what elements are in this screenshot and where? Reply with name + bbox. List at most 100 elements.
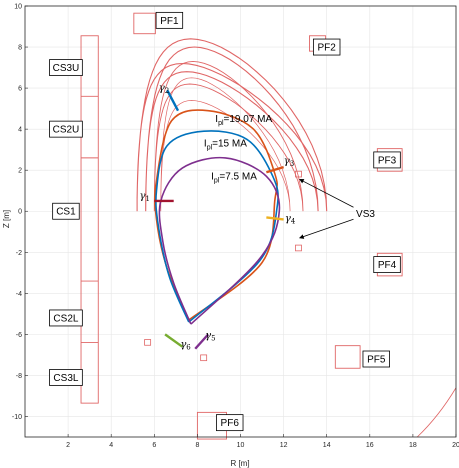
y-tick-label: -8: [16, 373, 22, 380]
x-tick-label: 4: [109, 442, 113, 449]
coil-label-box: [49, 309, 83, 327]
gamma-segment: [266, 165, 284, 174]
gamma-label: γ4: [285, 214, 296, 226]
gamma-label: γ5: [205, 330, 215, 342]
coil-pf3: PF3: [373, 148, 403, 172]
coil-label: PF3: [378, 155, 397, 166]
gamma-symbol: γ: [284, 156, 290, 167]
outer-rim: [416, 387, 457, 438]
gamma-index: 4: [291, 218, 296, 226]
vs3-arrow-lower: [299, 218, 354, 239]
y-tick-label: -2: [16, 250, 22, 257]
small-coil-square: [295, 244, 302, 252]
x-axis-label: R [m]: [230, 459, 249, 468]
coil-label-box: [373, 151, 401, 169]
small-coil-square: [200, 354, 208, 362]
equilibrium-3: Ipl=7.5 MA: [158, 156, 281, 325]
x-tick-label: 14: [323, 442, 331, 449]
y-tick-label: -4: [16, 291, 22, 298]
label-sub: pl: [214, 177, 220, 184]
gamma-label: γ3: [284, 156, 294, 168]
y-tick-label: 2: [18, 168, 22, 175]
coil-label: PF6: [221, 418, 240, 429]
coil-pf5: PF5: [334, 345, 390, 369]
gamma-index: 3: [290, 160, 294, 168]
coil-label: CS3U: [53, 63, 80, 74]
vs3-arrow-upper: [299, 179, 354, 208]
coil-pf1: PF1: [133, 11, 184, 35]
y-axis-label: Z [m]: [2, 210, 11, 228]
coil-label: CS3L: [53, 373, 78, 384]
gamma-5: γ5: [194, 330, 216, 350]
x-tick-label: 8: [195, 442, 199, 449]
x-tick-label: 2: [66, 442, 70, 449]
coil-label-box: [155, 11, 184, 29]
plasma-current-label: Ipl=7.5 MA: [211, 171, 257, 184]
coil-label-box: [49, 59, 83, 76]
equilibrium-2: Ipl=15 MA: [155, 130, 279, 323]
coil-label: CS2L: [53, 313, 78, 324]
gamma-label: γ6: [180, 340, 191, 352]
x-tick-label: 20: [452, 442, 459, 449]
gamma-segment: [166, 89, 180, 112]
coil-label: PF2: [318, 43, 337, 54]
coil-label: PF5: [367, 355, 386, 366]
gamma-segment: [266, 216, 284, 221]
plasma-current-label: Ipl=19.07 MA: [215, 114, 272, 127]
coil-cs3u: CS3U: [49, 59, 83, 76]
plasma-current-label: Ipl=15 MA: [204, 139, 247, 152]
label-value: =19.07 MA: [224, 114, 273, 125]
coil-label-box: [49, 369, 83, 386]
coil-cs1: CS1: [52, 202, 80, 220]
coil-label-box: [49, 120, 83, 138]
gamma-index: 1: [146, 195, 150, 203]
coils: CS3U CS2U CS1 CS2L CS3L PF1 PF2 PF3 PF4 PF5 PF6: [49, 11, 403, 440]
y-tick-label: 4: [18, 127, 22, 134]
y-tick-label: 6: [18, 86, 22, 93]
gamma-6: γ6: [164, 333, 191, 352]
coil-box: [334, 345, 361, 369]
x-tick-label: 16: [366, 442, 374, 449]
y-tick-label: -6: [16, 332, 22, 339]
equilibrium-boundary: [158, 156, 281, 325]
label-main: I: [204, 139, 207, 150]
coil-label: CS2U: [53, 125, 80, 136]
vessel-wall-2: [145, 46, 319, 212]
label-sub: pl: [207, 145, 213, 152]
gamma-index: 2: [165, 87, 169, 95]
gamma-2: γ2: [159, 83, 180, 112]
gamma-symbol: γ: [285, 214, 291, 225]
gamma-symbol: γ: [180, 340, 186, 351]
cs-column: [80, 35, 99, 404]
coil-label: PF4: [378, 260, 397, 271]
coil-cs2l: CS2L: [49, 309, 83, 327]
coil-pf2: PF2: [309, 35, 341, 56]
gamma-index: 5: [211, 334, 215, 342]
small-coil-square: [295, 170, 302, 178]
coil-label: PF1: [160, 16, 179, 27]
coil-pf6: PF6: [196, 411, 244, 440]
y-tick-label: 0: [18, 209, 22, 216]
coil-cs2u: CS2U: [49, 120, 83, 138]
gamma-symbol: γ: [140, 191, 146, 202]
vessel-wall-3: [153, 60, 304, 212]
y-tick-label: 8: [18, 45, 22, 52]
coil-label-box: [52, 202, 80, 220]
coil-box: [133, 12, 156, 35]
label-value: =7.5 MA: [219, 171, 257, 182]
gamma-label: γ1: [140, 191, 150, 203]
x-tick-label: 18: [409, 442, 417, 449]
x-tick-label: 10: [237, 442, 245, 449]
equilibrium-boundary: [155, 130, 279, 323]
vs3-annotation: VS3: [299, 179, 375, 239]
gamma-4: γ4: [266, 214, 296, 226]
coil-label: CS1: [56, 207, 76, 218]
small-coil-square: [144, 339, 152, 346]
label-value: =15 MA: [212, 139, 247, 150]
gamma-1: γ1: [140, 191, 174, 203]
vessel-wall-1: [136, 38, 328, 212]
y-tick-label: 10: [14, 4, 22, 11]
